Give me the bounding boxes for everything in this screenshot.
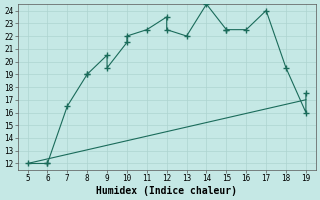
X-axis label: Humidex (Indice chaleur): Humidex (Indice chaleur) — [96, 186, 237, 196]
